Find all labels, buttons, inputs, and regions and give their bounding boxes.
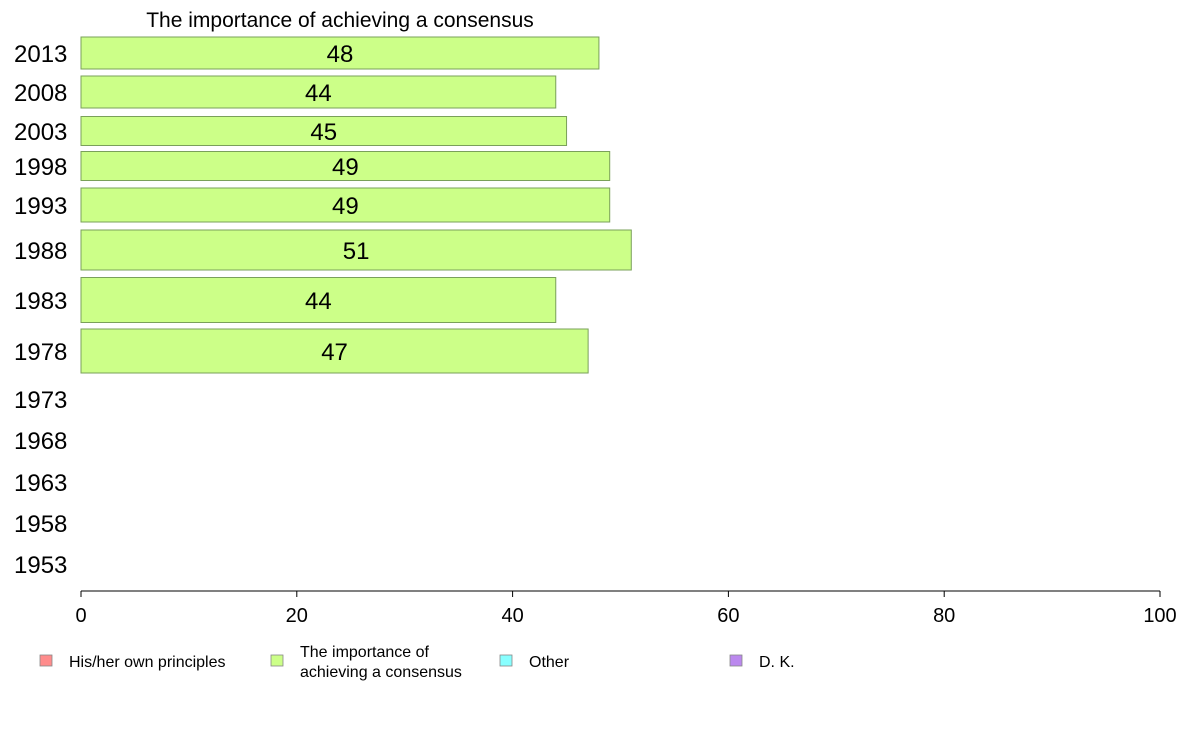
bars — [80, 36, 632, 374]
value-labels: 48 44 45 49 49 51 44 47 — [305, 41, 369, 366]
bar-2003 — [80, 116, 568, 146]
legend-label-d-k: D. K. — [759, 654, 795, 671]
category-label-2003: 2003 — [14, 119, 67, 146]
value-label-2008: 44 — [305, 80, 332, 107]
x-tick-label-40: 40 — [501, 605, 523, 627]
category-label-2013: 2013 — [14, 41, 67, 68]
legend-label-the-importance-of-achieving-a-consensus-line-1: The importance of — [300, 644, 430, 661]
legend-label-the-importance-of-achieving-a-consensus-line-2: achieving a consensus — [300, 664, 462, 681]
x-tick-label-20: 20 — [286, 605, 308, 627]
legend-swatch-his-her-own-principles — [39, 654, 53, 667]
bar-1983 — [80, 277, 557, 323]
value-label-2013: 48 — [327, 41, 354, 68]
category-label-1983: 1983 — [14, 288, 67, 315]
bar-1978 — [80, 328, 589, 374]
value-label-1983: 44 — [305, 288, 332, 315]
x-tick-label-60: 60 — [717, 605, 739, 627]
category-label-1973: 1973 — [14, 387, 67, 414]
category-label-1968: 1968 — [14, 428, 67, 455]
bar-2008 — [80, 75, 557, 109]
x-tick-label-100: 100 — [1143, 605, 1176, 627]
value-label-1988: 51 — [343, 238, 370, 265]
chart-title: The importance of achieving a consensus — [146, 9, 534, 32]
category-label-1953: 1953 — [14, 552, 67, 579]
bar-1998 — [80, 151, 611, 181]
legend: His/her own principles The importance of a… — [39, 644, 795, 681]
category-label-1988: 1988 — [14, 238, 67, 265]
value-label-1978: 47 — [321, 339, 348, 366]
bar-1988 — [80, 229, 632, 271]
x-axis: 0 20 40 60 80 100 — [75, 590, 1177, 627]
category-label-1998: 1998 — [14, 154, 67, 181]
value-label-1993: 49 — [332, 193, 359, 220]
value-label-1998: 49 — [332, 154, 359, 181]
category-labels: 2013 2008 2003 1998 1993 1988 1983 1978 1973 1968… — [14, 41, 67, 579]
category-label-1963: 1963 — [14, 470, 67, 497]
bar-1993 — [80, 187, 611, 223]
legend-swatch-the-importance-of-achieving-a-consensus — [270, 654, 284, 667]
category-label-1993: 1993 — [14, 193, 67, 220]
category-label-2008: 2008 — [14, 80, 67, 107]
x-tick-label-0: 0 — [75, 605, 86, 627]
value-label-2003: 45 — [310, 119, 337, 146]
category-label-1978: 1978 — [14, 339, 67, 366]
legend-label-his-her-own-principles: His/her own principles — [69, 654, 226, 671]
legend-swatch-d-k — [729, 654, 743, 667]
x-tick-label-80: 80 — [933, 605, 955, 627]
legend-swatch-other — [499, 654, 513, 667]
bar-2013 — [80, 36, 600, 70]
legend-label-other: Other — [529, 654, 570, 671]
category-label-1958: 1958 — [14, 511, 67, 538]
